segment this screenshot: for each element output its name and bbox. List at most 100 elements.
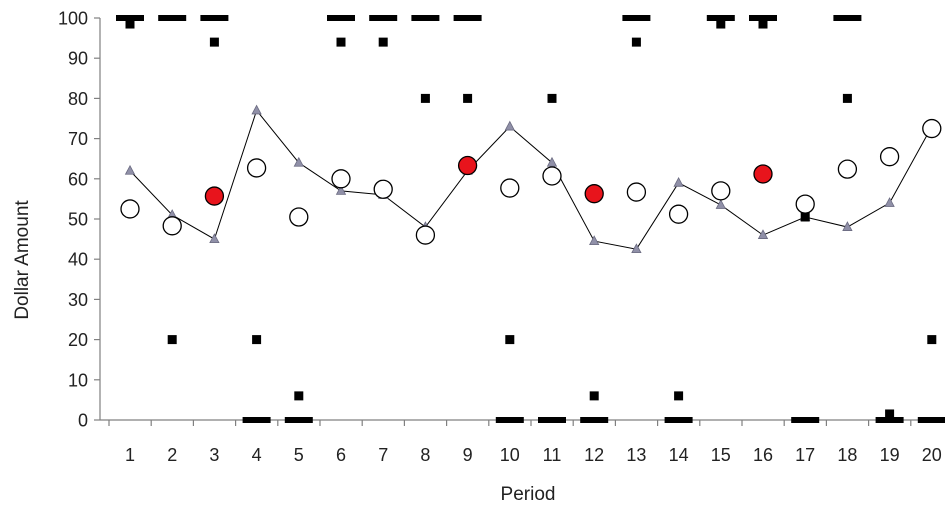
circle-point <box>542 166 562 186</box>
dash-point <box>411 15 440 21</box>
dash-point <box>158 15 187 21</box>
triangle-point <box>673 176 684 187</box>
triangle-point <box>631 243 642 254</box>
circle-point <box>668 204 689 224</box>
x-tick-label: 6 <box>336 445 346 465</box>
square-point <box>463 93 473 103</box>
square-point <box>125 19 135 29</box>
circle-point <box>246 158 267 178</box>
square-point <box>631 37 641 47</box>
y-tick-label: 40 <box>68 250 88 270</box>
y-tick-label: 90 <box>68 49 88 69</box>
dash-point <box>622 15 651 21</box>
circle-point <box>500 178 520 198</box>
dash-point <box>284 417 313 423</box>
highlight-circle-point <box>753 164 773 184</box>
x-tick-label: 14 <box>669 445 689 465</box>
square-point <box>842 93 852 103</box>
dash-point <box>200 15 229 21</box>
circle-point <box>795 194 815 214</box>
square-point <box>800 212 810 222</box>
x-tick-label: 3 <box>209 445 219 465</box>
circle-point <box>162 216 182 236</box>
dash-point <box>495 417 524 423</box>
y-tick-label: 30 <box>68 290 88 310</box>
highlight-circle-point <box>204 186 225 206</box>
dash-point <box>116 15 144 21</box>
y-tick-label: 100 <box>58 9 88 29</box>
y-tick-label: 20 <box>68 330 88 350</box>
circle-point <box>415 225 436 245</box>
square-point <box>505 335 515 345</box>
x-tick-label: 12 <box>584 445 604 465</box>
x-axis-label: Period <box>501 484 556 505</box>
triangle-point <box>884 197 895 207</box>
highlight-circle-point <box>457 155 478 176</box>
square-point <box>674 391 684 401</box>
y-axis: 0 10 20 30 40 50 60 70 80 90 100 <box>58 9 101 431</box>
x-tick-label: 7 <box>378 445 388 465</box>
dash-point <box>453 15 482 21</box>
square-point <box>885 409 895 419</box>
dash-point <box>917 417 945 423</box>
circle-point <box>373 179 393 199</box>
y-tick-label: 70 <box>68 129 88 149</box>
x-axis: 1 2 3 4 5 6 7 8 9 10 11 12 13 14 15 16 17 18 19 20 <box>100 419 945 465</box>
x-tick-label: 5 <box>294 445 304 465</box>
square-point <box>420 93 430 103</box>
square-point <box>294 391 304 401</box>
x-tick-label: 2 <box>167 445 177 465</box>
x-tick-label: 15 <box>711 445 731 465</box>
series-line <box>129 109 933 250</box>
circle-point <box>922 118 942 139</box>
square-point <box>252 335 262 345</box>
x-tick-label: 18 <box>837 445 857 465</box>
x-tick-label: 9 <box>463 445 473 465</box>
circle-point <box>289 207 309 227</box>
dash-point <box>791 417 820 423</box>
square-point <box>547 93 557 103</box>
y-tick-label: 80 <box>68 89 88 109</box>
circle-point <box>837 159 858 179</box>
y-tick-label: 50 <box>68 210 88 230</box>
triangle-point <box>293 156 304 167</box>
square-point <box>758 19 768 29</box>
x-tick-label: 4 <box>252 445 262 465</box>
square-point <box>589 391 599 401</box>
dash-point <box>580 417 609 423</box>
square-point <box>167 335 177 345</box>
square-point <box>378 37 388 47</box>
square-point <box>927 335 937 345</box>
dash-point <box>242 417 271 423</box>
x-tick-label: 8 <box>420 445 430 465</box>
y-tick-label: 0 <box>78 411 88 431</box>
triangle-point <box>757 229 769 239</box>
triangle-point <box>251 104 262 115</box>
dash-point <box>369 15 398 21</box>
triangle-point <box>589 235 600 246</box>
dash-point <box>327 15 355 21</box>
x-tick-label: 19 <box>880 445 900 465</box>
dash-point <box>664 417 693 423</box>
x-tick-label: 20 <box>922 445 942 465</box>
triangle-point <box>124 164 136 175</box>
triangle-point <box>842 221 853 231</box>
square-point <box>716 19 726 29</box>
x-tick-label: 16 <box>753 445 773 465</box>
circle-point <box>879 147 900 167</box>
triangle-point <box>546 156 558 167</box>
y-tick-label: 10 <box>68 370 88 390</box>
y-tick-label: 60 <box>68 169 88 189</box>
x-tick-label: 1 <box>125 445 135 465</box>
circle-point <box>711 181 731 201</box>
triangle-point <box>209 233 220 244</box>
circle-point <box>626 182 647 202</box>
triangle-point <box>335 185 347 195</box>
x-tick-label: 11 <box>543 445 562 465</box>
dash-point <box>538 417 566 423</box>
circle-point <box>120 199 140 219</box>
triangle-point <box>504 120 515 131</box>
square-point <box>336 37 346 47</box>
dash-point <box>875 417 904 423</box>
